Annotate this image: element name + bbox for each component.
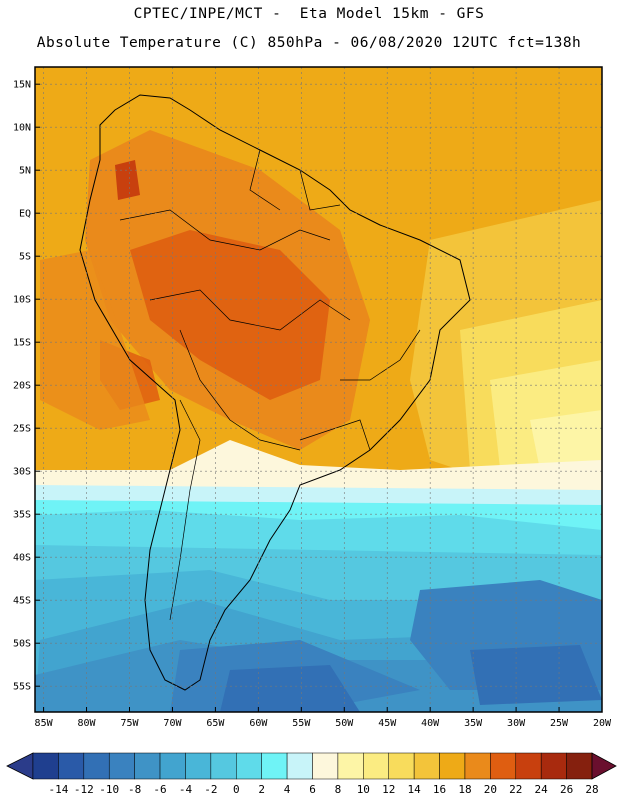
colorbar-swatch [515,752,542,780]
lon-label: 70W [163,718,182,729]
colorbar-tick-label: 24 [535,783,549,796]
lon-label: 45W [378,718,397,729]
colorbar-tick-label: 8 [335,783,342,796]
lon-label: 50W [335,718,354,729]
lon-label: 30W [507,718,526,729]
colorbar-tick-label: 22 [509,783,522,796]
longitude-labels: 85W 80W 75W 70W 65W 60W 55W 50W 45W 40W 35W 30W 25W 2… [35,707,612,729]
lat-label: 15S [13,338,31,349]
temperature-field [35,67,602,712]
lat-label: 5S [19,252,31,263]
colorbar-tick-label: 4 [284,783,291,796]
colorbar-tick-label: 6 [309,783,316,796]
colorbar-swatch [185,752,212,780]
colorbar-swatch [210,752,237,780]
colorbar-tick-label: 0 [233,783,240,796]
colorbar-tick-label: 28 [585,783,598,796]
colorbar-tick-label: 10 [357,783,370,796]
colorbar-swatch [312,752,339,780]
lon-label: 80W [78,718,97,729]
lon-label: 35W [464,718,483,729]
lat-label: 15N [13,80,31,91]
lat-label: 55S [13,682,31,693]
lon-label: 60W [249,718,268,729]
lat-label: 50S [13,639,31,650]
lat-label: 25S [13,424,31,435]
colorbar-swatch [439,752,466,780]
colorbar-tick-label: 26 [560,783,573,796]
map-frame [34,66,603,713]
colorbar-swatch [363,752,389,780]
colorbar-tick-label: -12 [74,783,94,796]
colorbar-tick-label: -6 [153,783,166,796]
colorbar-swatch [134,752,161,780]
lat-label: EQ [19,209,31,220]
colorbar-swatch [58,752,85,780]
colorbar-tick-label: 20 [484,783,497,796]
lon-label: 65W [206,718,225,729]
colorbar-swatch [388,752,415,780]
colorbar-under-arrow [6,752,34,780]
lat-label: 45S [13,596,31,607]
continent-outline [79,94,471,691]
colorbar-swatch [490,752,517,780]
colorbar-swatch [566,752,593,780]
colorbar-tick-label: -14 [48,783,68,796]
colorbar: -14 -12 -10 -8 -6 -4 -2 0 2 4 6 8 10 12 14 16 18 20 22 24 26… [6,752,617,796]
colorbar-tick-label: -4 [179,783,193,796]
lat-label: 10S [13,295,31,306]
title-line-1: CPTEC/INPE/MCT - Eta Model 15km - GFS [133,6,485,22]
lat-label: 10N [13,123,31,134]
latitude-labels: 15N 10N 5N EQ 5S 10S 15S 20S 25S 30S 35S 40S 45S 50S 5… [13,80,40,693]
colorbar-swatch [32,752,59,780]
colorbar-tick-label: 14 [408,783,422,796]
title-line-2: Absolute Temperature (C) 850hPa - 06/08/… [36,35,582,51]
colorbar-tick-label: -2 [204,783,217,796]
lon-label: 75W [120,718,139,729]
lat-label: 40S [13,553,31,564]
colorbar-swatch [261,752,288,780]
lat-label: 20S [13,381,31,392]
colorbar-swatch [159,752,186,780]
colorbar-swatch [413,752,440,780]
colorbar-tick-label: 18 [458,783,471,796]
country-borders [119,149,421,621]
colorbar-tick-label: -10 [99,783,119,796]
colorbar-tick-label: 16 [433,783,446,796]
colorbar-swatch [464,752,491,780]
colorbar-swatch [236,752,262,780]
colorbar-swatch [286,752,313,780]
colorbar-tick-label: 12 [382,783,395,796]
colorbar-swatch [337,752,364,780]
lon-label: 85W [35,718,54,729]
colorbar-swatch [83,752,110,780]
colorbar-tick-label: 2 [258,783,265,796]
lat-label: 30S [13,467,31,478]
lon-label: 20W [593,718,612,729]
lon-label: 55W [292,718,311,729]
lon-label: 40W [421,718,440,729]
colorbar-swatch [108,752,135,780]
lon-label: 25W [550,718,569,729]
colorbar-tick-label: -8 [128,783,141,796]
lat-label: 5N [19,166,31,177]
colorbar-over-arrow [591,752,617,780]
lat-label: 35S [13,510,31,521]
colorbar-swatch [540,752,567,780]
